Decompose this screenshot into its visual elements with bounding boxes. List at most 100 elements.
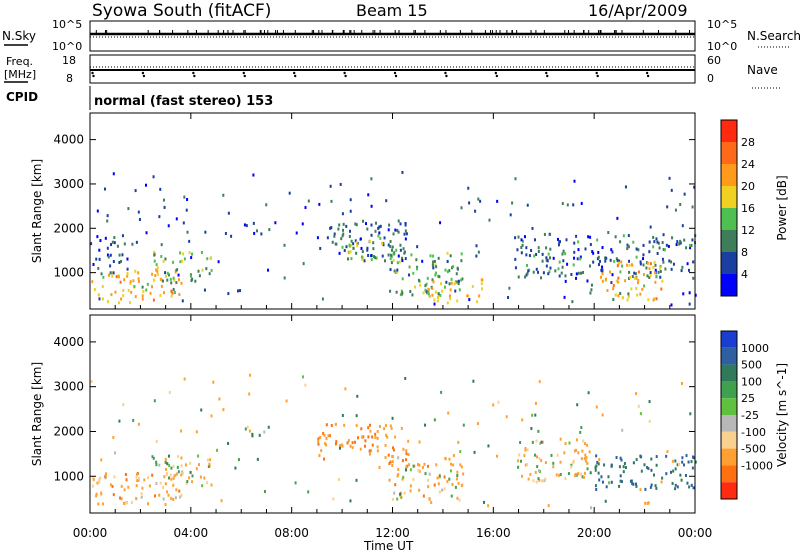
power-echo-cell [152, 298, 155, 302]
power-echo-cell [109, 264, 112, 268]
power-echo-cell [533, 254, 536, 258]
power-echo-cell [537, 249, 540, 253]
power-echo-cell [379, 224, 382, 228]
velocity-echo-cell [418, 463, 421, 467]
velocity-echo-cell [443, 487, 446, 491]
velocity-echo-cell [450, 462, 453, 466]
power-echo-cell [527, 269, 530, 273]
velocity-echo-cell [318, 454, 321, 458]
freq-dip-dot [596, 74, 599, 78]
velocity-echo-cell [95, 494, 98, 498]
velocity-echo-cell [175, 472, 178, 476]
power-echo-cell [389, 253, 392, 257]
power-echo-cell [517, 235, 520, 239]
power-echo-cell [374, 256, 377, 260]
velocity-echo-cell [572, 459, 575, 463]
power-echo-cell [177, 273, 180, 277]
velocity-echo-cell [537, 429, 540, 433]
velocity-echo-cell [643, 463, 646, 467]
power-echo-cell [658, 246, 661, 250]
power-echo-cell [194, 279, 197, 283]
power-echo-cell [653, 260, 656, 264]
power-echo-cell [169, 277, 172, 281]
velocity-echo-cell [595, 454, 598, 458]
velocity-echo-cell [692, 456, 695, 460]
power-echo-cell [159, 293, 162, 297]
power-echo-cell [307, 199, 310, 203]
power-echo-cell [142, 289, 145, 293]
velocity-echo-cell [517, 459, 520, 463]
noise-right-tick-bottom: 10^0 [707, 40, 737, 53]
velocity-echo-cell [530, 426, 533, 430]
power-echo-cell [98, 248, 101, 252]
velocity-echo-cell [427, 478, 430, 482]
power-echo-cell [134, 269, 137, 273]
velocity-echo-cell [180, 429, 183, 433]
velocity-echo-cell [448, 477, 451, 481]
power-echo-cell [345, 245, 348, 249]
power-echo-cell [627, 295, 630, 299]
velocity-echo-cell [460, 465, 463, 469]
velocity-echo-cell [462, 472, 465, 476]
velocity-echo-cell [392, 448, 395, 452]
power-colorbar-tick: 28 [741, 136, 755, 149]
velocity-colorbar-bin [721, 415, 737, 432]
power-echo-cell [661, 257, 664, 261]
power-echo-cell [468, 201, 471, 205]
power-echo-cell [141, 285, 144, 289]
power-echo-cell [164, 274, 167, 278]
velocity-echo-cell [603, 463, 606, 467]
power-echo-cell [693, 185, 696, 189]
power-echo-cell [589, 243, 592, 247]
power-echo-cell [101, 297, 104, 301]
velocity-echo-cell [538, 478, 541, 482]
velocity-echo-cell [559, 472, 562, 476]
velocity-echo-cell [152, 456, 155, 460]
power-echo-cell [456, 299, 459, 303]
velocity-echo-cell [191, 474, 194, 478]
power-echo-cell [150, 285, 153, 289]
power-echo-cell [366, 246, 369, 250]
power-echo-cell [488, 218, 491, 222]
power-echo-cell [672, 262, 675, 266]
power-echo-cell [604, 256, 607, 260]
power-echo-cell [446, 270, 449, 274]
velocity-echo-cell [600, 475, 603, 479]
power-echo-cell [514, 257, 517, 261]
power-echo-cell [431, 278, 434, 282]
power-echo-cell [646, 274, 649, 278]
power-echo-cell [549, 256, 552, 260]
power-echo-cell [668, 259, 671, 263]
velocity-echo-cell [394, 483, 397, 487]
power-colorbar-tick: 12 [741, 224, 755, 237]
velocity-colorbar-tick: 25 [741, 392, 755, 405]
power-echo-cell [667, 244, 670, 248]
power-colorbar-bin [721, 208, 737, 230]
power-echo-cell [541, 252, 544, 256]
power-echo-cell [350, 239, 353, 243]
velocity-echo-cell [459, 450, 462, 454]
power-echo-cell [427, 287, 430, 291]
power-echo-cell [230, 234, 233, 238]
velocity-echo-cell [177, 470, 180, 474]
power-echo-cell [678, 242, 681, 246]
velocity-echo-cell [535, 480, 538, 484]
velocity-echo-cell [552, 461, 555, 465]
velocity-echo-cell [621, 428, 624, 432]
velocity-echo-cell [660, 480, 663, 484]
power-echo-cell [95, 257, 98, 261]
power-echo-cell [479, 199, 482, 203]
power-echo-cell [416, 267, 419, 271]
power-echo-cell [370, 204, 373, 208]
velocity-echo-cell [234, 466, 237, 470]
power-echo-cell [686, 262, 689, 266]
velocity-echo-cell [570, 465, 573, 469]
freq-dip-dot [292, 71, 296, 75]
power-echo-cell [670, 260, 673, 264]
power-echo-cell [200, 251, 203, 255]
power-echo-cell [401, 277, 404, 281]
velocity-echo-cell [220, 499, 223, 503]
power-echo-cell [432, 260, 435, 264]
power-echo-cell [605, 256, 608, 260]
power-echo-cell [521, 243, 524, 247]
